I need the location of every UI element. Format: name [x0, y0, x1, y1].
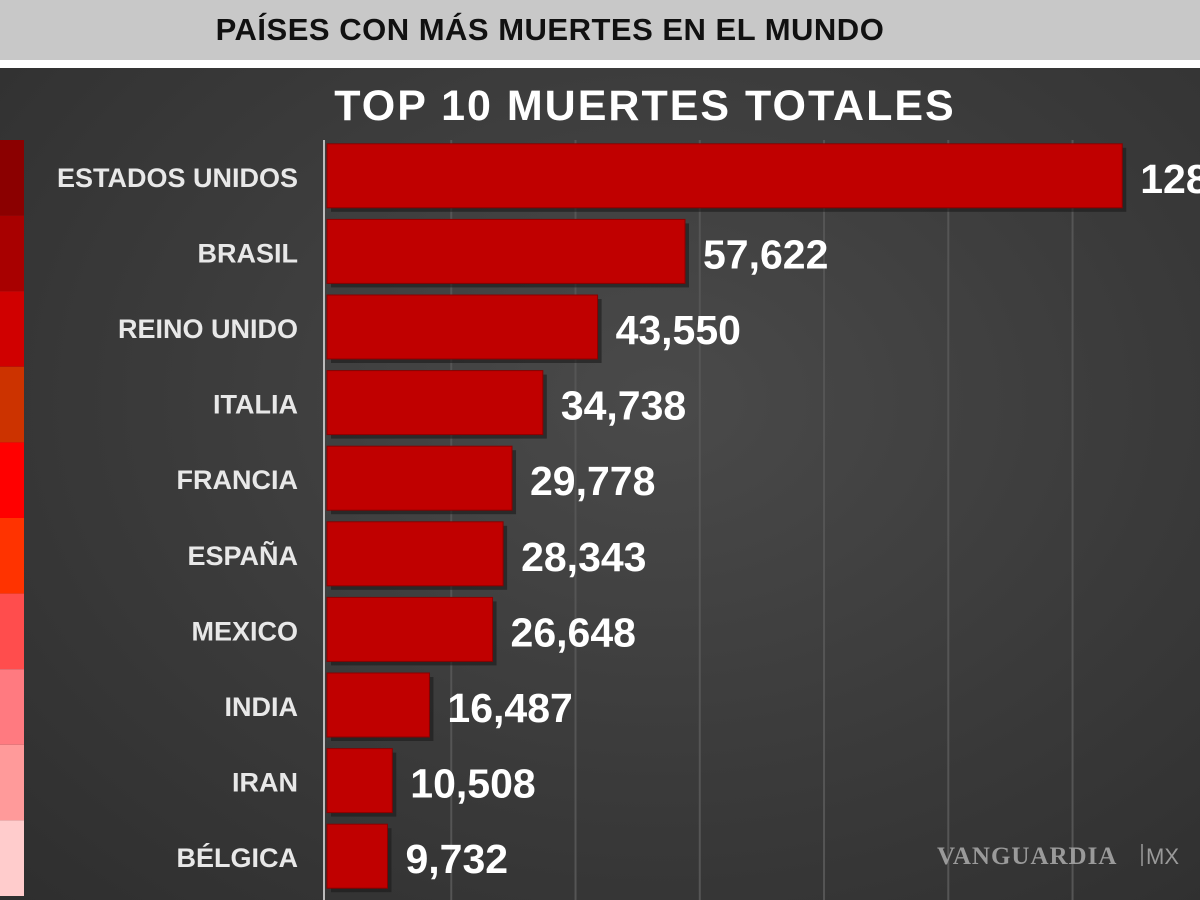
- bar: [326, 823, 388, 889]
- legend-strip-swatch: [0, 593, 24, 670]
- value-label: 29,778: [530, 458, 655, 504]
- bar: [326, 596, 494, 662]
- legend-strip-swatch: [0, 291, 24, 367]
- value-label: 16,487: [447, 685, 572, 731]
- category-label: ESTADOS UNIDOS: [57, 163, 298, 193]
- bar: [326, 370, 544, 436]
- value-label: 43,550: [616, 307, 741, 353]
- header-title: PAÍSES CON MÁS MUERTES EN EL MUNDO: [215, 12, 885, 47]
- legend-strip-swatch: [0, 215, 24, 292]
- category-label: INDIA: [225, 692, 299, 722]
- watermark-brand: VANGUARDIA: [937, 843, 1117, 870]
- bar: [326, 445, 513, 511]
- category-label: BRASIL: [198, 238, 299, 268]
- value-label: 128: [1140, 156, 1200, 202]
- bar: [326, 521, 504, 587]
- legend-strip-swatch: [0, 518, 24, 594]
- bar: [326, 748, 393, 814]
- legend-strip-swatch: [0, 140, 24, 216]
- legend-strip-swatch: [0, 820, 24, 896]
- value-label: 10,508: [410, 761, 535, 807]
- category-label: BÉLGICA: [177, 842, 299, 873]
- category-label: ITALIA: [213, 390, 298, 420]
- category-label: MEXICO: [191, 616, 298, 646]
- legend-strip-swatch: [0, 669, 24, 745]
- watermark-suffix: MX: [1146, 844, 1179, 869]
- category-label: FRANCIA: [177, 465, 299, 495]
- value-label: 28,343: [521, 534, 646, 580]
- bar: [326, 143, 1123, 209]
- value-label: 9,732: [405, 836, 508, 882]
- bar: [326, 672, 430, 738]
- value-label: 26,648: [511, 609, 636, 655]
- value-label: 57,622: [703, 231, 828, 277]
- category-label: REINO UNIDO: [118, 314, 298, 344]
- bar: [326, 218, 686, 284]
- category-label: ESPAÑA: [187, 540, 298, 571]
- legend-strip-swatch: [0, 442, 24, 518]
- header-bar: PAÍSES CON MÁS MUERTES EN EL MUNDO: [0, 0, 1200, 68]
- category-label: IRAN: [232, 768, 298, 798]
- legend-strip-swatch: [0, 366, 24, 443]
- legend-strip-swatch: [0, 744, 24, 821]
- chart-title: TOP 10 MUERTES TOTALES: [334, 82, 955, 130]
- bar: [326, 294, 599, 360]
- value-label: 34,738: [561, 383, 686, 429]
